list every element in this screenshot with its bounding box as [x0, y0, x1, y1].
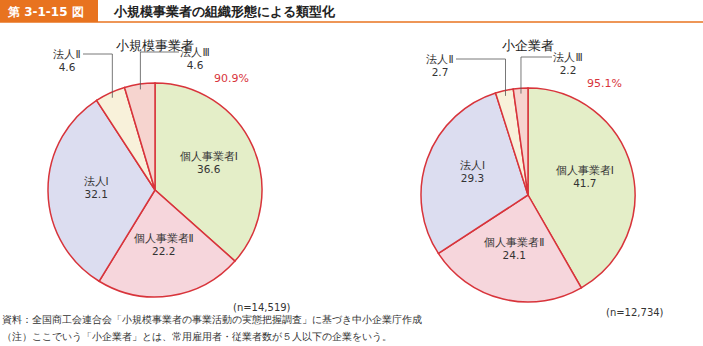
slice-value: 2.2 [560, 64, 577, 76]
sample-size: (n=12,734) [606, 307, 664, 318]
footnote: （注）ここでいう「小企業者」とは、常用雇用者・従業者数が５人以下の企業をいう。 [2, 331, 392, 342]
leader-line [83, 54, 112, 98]
slice-value: 2.7 [432, 66, 449, 78]
data-label: 法人Ⅲ4.6 [140, 46, 209, 89]
sample-size: (n=14,519) [233, 302, 291, 313]
data-label: 法人Ⅲ2.2 [521, 51, 583, 94]
slice-category: 個人事業者Ⅰ [180, 150, 238, 162]
header-rule [0, 21, 703, 23]
slice-category: 法人Ⅲ [180, 46, 209, 58]
slice-category: 個人事業者Ⅱ [134, 232, 194, 244]
data-label: 個人事業者Ⅱ24.1 [484, 236, 544, 261]
figure-number: 第 3-1-15 図 [7, 5, 84, 19]
slices [48, 83, 262, 297]
leader-line [521, 57, 552, 94]
slice-category: 個人事業者Ⅱ [484, 236, 544, 248]
header: 第 3-1-15 図 小規模事業者の組織形態による類型化 [0, 0, 703, 22]
slice-value: 29.3 [461, 172, 484, 184]
slice-category: 法人Ⅱ [426, 53, 453, 65]
slice-value: 32.1 [84, 188, 107, 200]
slice-value: 4.6 [59, 61, 76, 73]
slice-category: 法人Ⅱ [53, 48, 80, 60]
slice-category: 個人事業者Ⅰ [556, 164, 614, 176]
data-label: 個人事業者Ⅰ41.7 [556, 164, 614, 189]
slice-category: 法人Ⅰ [84, 175, 109, 187]
slice-category: 法人Ⅰ [460, 159, 485, 171]
data-label: 個人事業者Ⅱ22.2 [134, 232, 194, 257]
pie-slice [125, 83, 155, 190]
figure-number-box [0, 0, 98, 22]
data-label: 法人Ⅰ29.3 [460, 159, 485, 184]
leader-line [456, 59, 506, 96]
slice-value: 4.6 [187, 59, 204, 71]
pie-slice [513, 88, 528, 195]
figure-title: 小規模事業者の組織形態による類型化 [113, 4, 336, 19]
leader-line [140, 52, 179, 89]
annotation: 90.9% [214, 72, 249, 85]
pie-chart: 小規模事業者90.9%個人事業者Ⅰ36.6個人事業者Ⅱ22.2法人Ⅰ32.1法人… [48, 38, 291, 313]
pie-chart: 小企業者95.1%個人事業者Ⅰ41.7個人事業者Ⅱ24.1法人Ⅰ29.3法人Ⅱ2… [421, 38, 664, 318]
slice-value: 22.2 [152, 245, 175, 257]
chart-root: 第 3-1-15 図小規模事業者の組織形態による類型化小規模事業者90.9%個人… [0, 0, 703, 346]
chart-title: 小企業者 [502, 38, 554, 53]
slice-value: 36.6 [197, 163, 221, 175]
slices [421, 88, 635, 302]
data-label: 個人事業者Ⅰ36.6 [180, 150, 238, 175]
data-label: 法人Ⅱ2.7 [426, 53, 505, 96]
slice-value: 41.7 [573, 177, 596, 189]
slice-category: 法人Ⅲ [553, 51, 582, 63]
data-label: 法人Ⅱ4.6 [53, 48, 112, 98]
annotation: 95.1% [587, 77, 622, 90]
data-label: 法人Ⅰ32.1 [84, 175, 109, 200]
source-note: 資料：全国商工会連合会「小規模事業者の事業活動の実態把握調査」に基づき中小企業庁… [2, 314, 422, 325]
slice-value: 24.1 [503, 249, 526, 261]
